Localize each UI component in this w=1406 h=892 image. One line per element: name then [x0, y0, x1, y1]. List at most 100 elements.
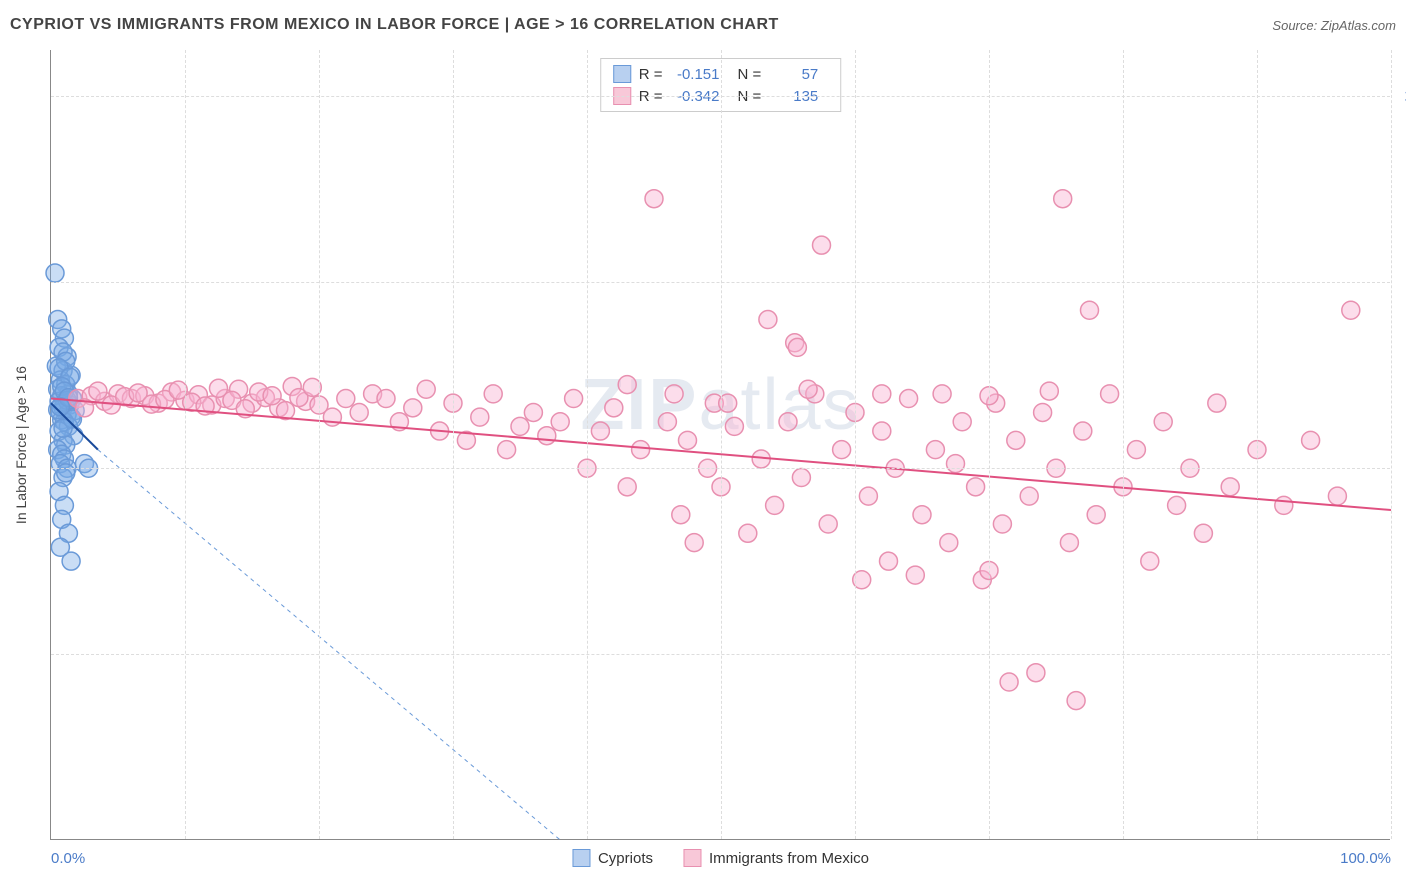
scatter-point-immigrants_mexico [993, 515, 1011, 533]
scatter-point-immigrants_mexico [953, 413, 971, 431]
scatter-point-immigrants_mexico [565, 390, 583, 408]
scatter-point-immigrants_mexico [799, 380, 817, 398]
scatter-point-immigrants_mexico [484, 385, 502, 403]
scatter-point-immigrants_mexico [524, 403, 542, 421]
scatter-point-immigrants_mexico [263, 387, 281, 405]
scatter-point-immigrants_mexico [1302, 431, 1320, 449]
gridline-v [185, 50, 186, 839]
x-tick-right: 100.0% [1340, 850, 1391, 867]
scatter-point-immigrants_mexico [1101, 385, 1119, 403]
scatter-point-immigrants_mexico [725, 417, 743, 435]
source-label: Source: [1272, 18, 1317, 33]
gridline-v [1391, 50, 1392, 839]
scatter-point-immigrants_mexico [350, 403, 368, 421]
chart-title: CYPRIOT VS IMMIGRANTS FROM MEXICO IN LAB… [10, 16, 779, 34]
scatter-point-immigrants_mexico [873, 385, 891, 403]
gridline-v [989, 50, 990, 839]
scatter-point-immigrants_mexico [1221, 478, 1239, 496]
scatter-point-immigrants_mexico [1208, 394, 1226, 412]
scatter-point-immigrants_mexico [833, 441, 851, 459]
scatter-point-immigrants_mexico [1081, 301, 1099, 319]
scatter-point-immigrants_mexico [658, 413, 676, 431]
legend-swatch [613, 65, 631, 83]
y-tick-label: 80.0% [1395, 274, 1406, 291]
gridline-v [453, 50, 454, 839]
scatter-point-immigrants_mexico [1194, 524, 1212, 542]
trend-extrapolation-cypriots [98, 450, 560, 840]
scatter-point-immigrants_mexico [819, 515, 837, 533]
scatter-point-immigrants_mexico [1141, 552, 1159, 570]
legend-swatch [683, 849, 701, 867]
scatter-point-immigrants_mexico [471, 408, 489, 426]
scatter-point-immigrants_mexico [759, 311, 777, 329]
scatter-point-immigrants_mexico [906, 566, 924, 584]
scatter-point-immigrants_mexico [551, 413, 569, 431]
scatter-point-immigrants_mexico [913, 506, 931, 524]
n-label: N = [738, 66, 762, 83]
gridline-v [587, 50, 588, 839]
scatter-point-immigrants_mexico [1060, 534, 1078, 552]
scatter-point-immigrants_mexico [788, 338, 806, 356]
scatter-point-immigrants_mexico [511, 417, 529, 435]
scatter-point-immigrants_mexico [859, 487, 877, 505]
scatter-point-immigrants_mexico [1000, 673, 1018, 691]
scatter-point-immigrants_mexico [1054, 190, 1072, 208]
source-value: ZipAtlas.com [1321, 18, 1396, 33]
scatter-point-immigrants_mexico [940, 534, 958, 552]
scatter-point-cypriots [62, 552, 80, 570]
y-axis-label: In Labor Force | Age > 16 [13, 365, 29, 523]
scatter-point-immigrants_mexico [873, 422, 891, 440]
gridline-v [319, 50, 320, 839]
scatter-point-immigrants_mexico [498, 441, 516, 459]
scatter-point-immigrants_mexico [792, 469, 810, 487]
scatter-point-immigrants_mexico [900, 390, 918, 408]
scatter-point-immigrants_mexico [679, 431, 697, 449]
scatter-point-immigrants_mexico [926, 441, 944, 459]
scatter-point-immigrants_mexico [933, 385, 951, 403]
gridline-v [1257, 50, 1258, 839]
scatter-point-immigrants_mexico [947, 455, 965, 473]
scatter-point-immigrants_mexico [766, 496, 784, 514]
scatter-point-immigrants_mexico [645, 190, 663, 208]
y-tick-label: 40.0% [1395, 646, 1406, 663]
scatter-point-immigrants_mexico [1275, 496, 1293, 514]
x-tick-left: 0.0% [51, 850, 85, 867]
gridline-v [721, 50, 722, 839]
scatter-point-immigrants_mexico [967, 478, 985, 496]
scatter-point-immigrants_mexico [672, 506, 690, 524]
scatter-point-immigrants_mexico [813, 236, 831, 254]
scatter-point-immigrants_mexico [1040, 382, 1058, 400]
scatter-point-immigrants_mexico [538, 427, 556, 445]
series-legend-item: Cypriots [572, 849, 653, 867]
source-attribution: Source: ZipAtlas.com [1272, 18, 1396, 33]
scatter-point-immigrants_mexico [739, 524, 757, 542]
scatter-point-immigrants_mexico [1074, 422, 1092, 440]
n-value: 57 [773, 66, 818, 83]
scatter-point-immigrants_mexico [404, 399, 422, 417]
y-tick-label: 60.0% [1395, 460, 1406, 477]
series-legend: Cypriots Immigrants from Mexico [572, 849, 869, 867]
scatter-point-immigrants_mexico [1087, 506, 1105, 524]
scatter-point-cypriots [57, 464, 75, 482]
header: CYPRIOT VS IMMIGRANTS FROM MEXICO IN LAB… [10, 16, 1396, 34]
scatter-point-immigrants_mexico [1328, 487, 1346, 505]
scatter-point-immigrants_mexico [880, 552, 898, 570]
legend-swatch [572, 849, 590, 867]
r-label: R = [639, 66, 663, 83]
scatter-point-immigrants_mexico [417, 380, 435, 398]
scatter-point-immigrants_mexico [377, 390, 395, 408]
scatter-point-immigrants_mexico [1067, 692, 1085, 710]
scatter-point-immigrants_mexico [685, 534, 703, 552]
scatter-point-immigrants_mexico [1154, 413, 1172, 431]
series-legend-label: Immigrants from Mexico [709, 850, 869, 867]
y-tick-label: 100.0% [1395, 88, 1406, 105]
gridline-v [1123, 50, 1124, 839]
scatter-point-immigrants_mexico [618, 376, 636, 394]
r-value: -0.151 [675, 66, 720, 83]
scatter-point-immigrants_mexico [665, 385, 683, 403]
chart-container: CYPRIOT VS IMMIGRANTS FROM MEXICO IN LAB… [0, 0, 1406, 892]
scatter-point-immigrants_mexico [779, 413, 797, 431]
scatter-point-immigrants_mexico [1027, 664, 1045, 682]
plot-area: In Labor Force | Age > 16 ZIPatlas R =-0… [50, 50, 1390, 840]
scatter-point-immigrants_mexico [618, 478, 636, 496]
